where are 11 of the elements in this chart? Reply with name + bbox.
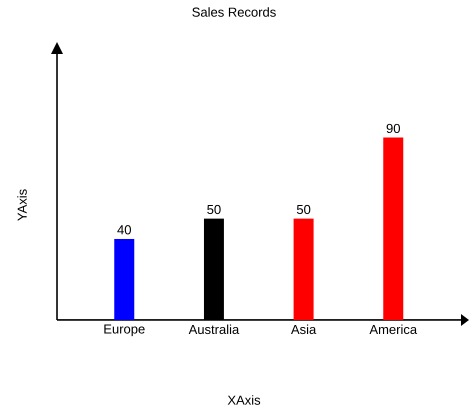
data-label: 90 (386, 124, 400, 134)
x-tick-label: America (369, 324, 418, 334)
x-tick-label: Europe (104, 324, 145, 336)
chart-title: Sales Records (192, 7, 276, 17)
y-axis-title: YAxis (17, 189, 27, 221)
data-label: 50 (207, 204, 221, 214)
data-label: 50 (296, 204, 310, 214)
x-tick-label: Australia (188, 324, 240, 334)
x-axis-title: XAxis (228, 395, 260, 405)
x-tick-label: Asia (290, 324, 316, 334)
data-label: 40 (117, 225, 131, 234)
